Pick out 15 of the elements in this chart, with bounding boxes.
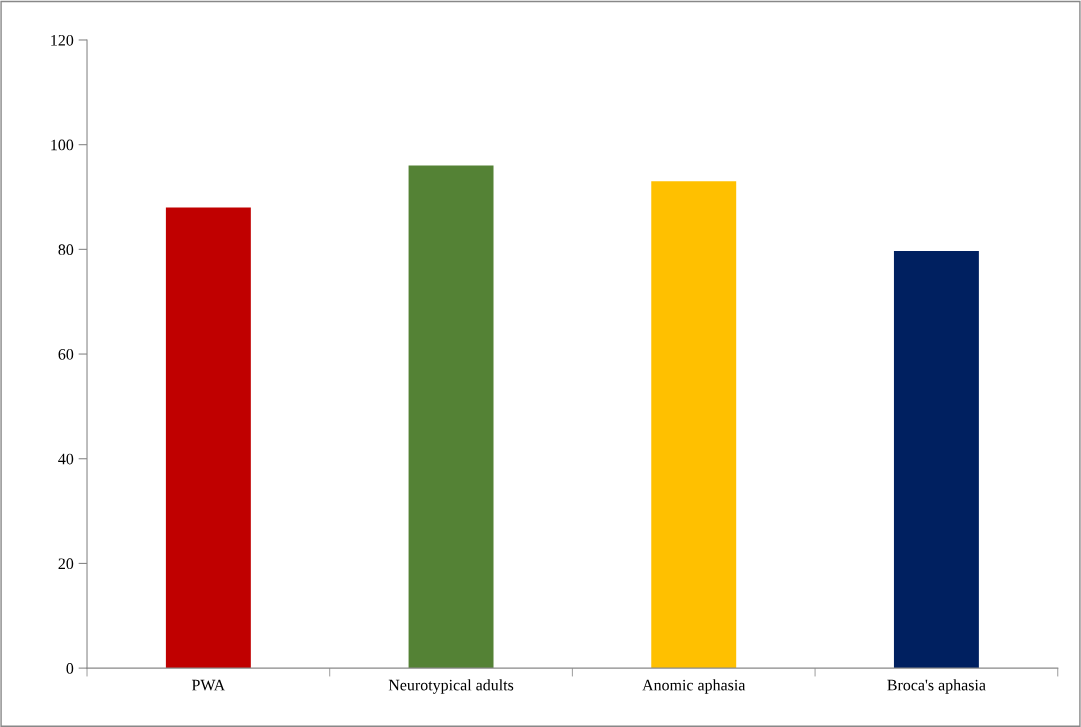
x-tick-label: Neurotypical adults (388, 679, 514, 694)
y-tick-label: 80 (58, 244, 74, 256)
bar (408, 165, 494, 669)
y-tick-label: 20 (58, 558, 74, 570)
y-tick-label: 100 (51, 139, 74, 151)
y-tick-label: 60 (58, 348, 74, 360)
y-tick-label: 0 (66, 663, 74, 674)
x-tick-label: Broca's aphasia (887, 679, 986, 694)
bar (651, 181, 737, 669)
bar (893, 250, 979, 669)
x-tick-label: Anomic aphasia (642, 679, 746, 694)
y-tick-label: 120 (51, 34, 74, 46)
x-tick-label: PWA (191, 679, 226, 691)
y-tick-label: 40 (58, 453, 74, 465)
bar (165, 207, 251, 669)
